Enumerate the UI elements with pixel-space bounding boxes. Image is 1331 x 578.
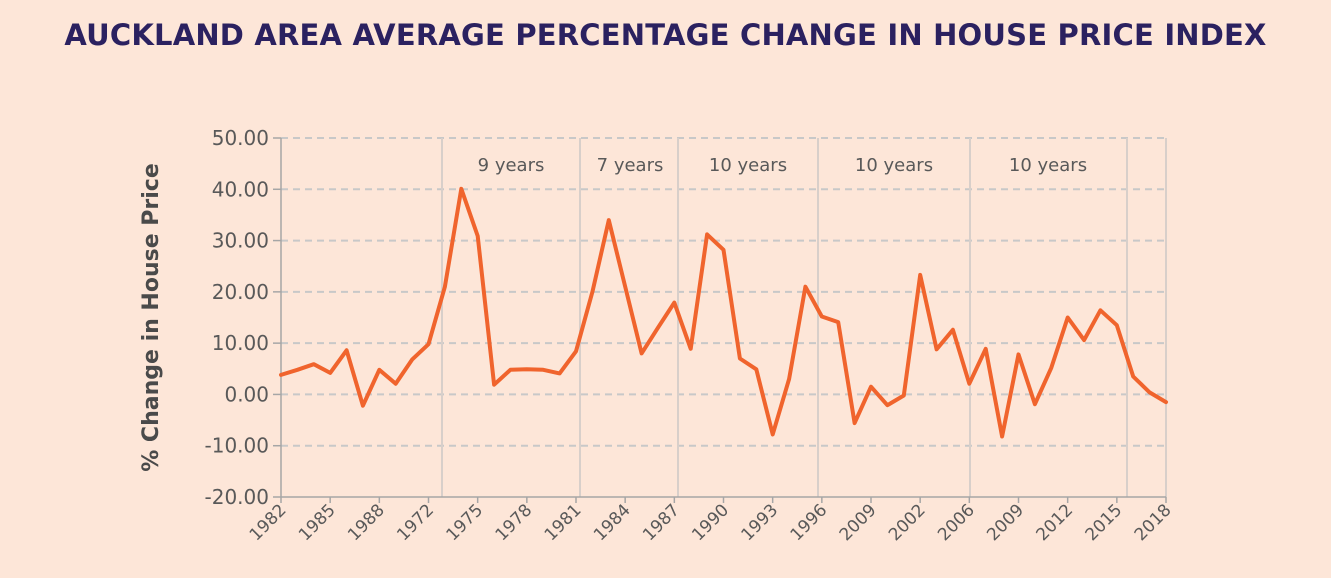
period-label: 10 years xyxy=(709,155,787,176)
y-tick-label: 40.00 xyxy=(212,177,269,201)
x-tick-label: 2006 xyxy=(934,500,979,545)
y-tick-label: 50.00 xyxy=(212,126,269,150)
x-tick-label: 2009 xyxy=(983,500,1028,545)
x-tick-label: 1988 xyxy=(344,500,389,545)
x-tick-label: 2002 xyxy=(885,500,930,545)
x-tick-label: 2015 xyxy=(1082,500,1127,545)
x-tick-label: 1975 xyxy=(442,500,487,545)
x-tick-label: 2018 xyxy=(1131,500,1176,545)
period-label: 7 years xyxy=(597,155,664,176)
x-tick-label: 1984 xyxy=(590,500,635,545)
y-axis-label: % Change in House Price xyxy=(139,163,164,472)
y-tick-label: 10.00 xyxy=(212,331,269,355)
y-tick-label: 0.00 xyxy=(224,382,269,406)
x-tick-label: 1990 xyxy=(688,500,733,545)
x-tick-label: 2012 xyxy=(1032,500,1077,545)
period-label: 10 years xyxy=(1009,155,1087,176)
x-tick-label: 1996 xyxy=(787,500,832,545)
series-line xyxy=(279,186,1168,439)
x-tick-label: 1993 xyxy=(737,500,782,545)
x-tick-label: 2009 xyxy=(836,500,881,545)
period-label: 10 years xyxy=(855,155,933,176)
y-tick-label: 30.00 xyxy=(212,229,269,253)
y-tick-label: 20.00 xyxy=(212,280,269,304)
chart-title: AUCKLAND AREA AVERAGE PERCENTAGE CHANGE … xyxy=(64,18,1267,52)
y-tick-label: -10.00 xyxy=(205,434,269,458)
x-tick-label: 1987 xyxy=(639,500,684,545)
x-tick-label: 1972 xyxy=(393,500,438,545)
x-tick-label: 1985 xyxy=(295,500,340,545)
x-tick-label: 1978 xyxy=(492,500,537,545)
x-tick-label: 1981 xyxy=(541,500,586,545)
period-label: 9 years xyxy=(478,155,545,176)
y-tick-label: -20.00 xyxy=(205,485,269,509)
